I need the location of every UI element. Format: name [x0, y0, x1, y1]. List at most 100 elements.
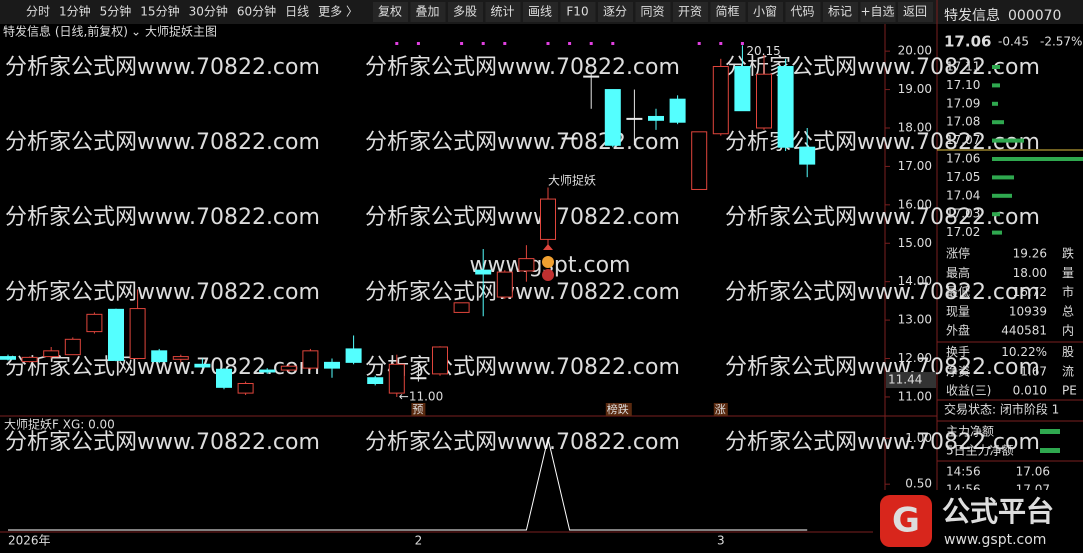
book-depth [992, 83, 1000, 88]
toolbar-tab[interactable]: 1分钟 [59, 4, 91, 19]
stat-value: 10.22% [1001, 345, 1047, 359]
flow-bar [1040, 448, 1060, 453]
toolbar-button[interactable]: +自选 [860, 5, 894, 19]
change: -0.45 [998, 35, 1029, 49]
signal-dot [395, 42, 399, 45]
toolbar-button[interactable]: 简框 [715, 5, 739, 19]
candle-body [388, 363, 405, 394]
signal-dot [460, 42, 464, 45]
watermark: 分析家公式网www.70822.com [365, 130, 680, 155]
book-depth [992, 230, 1002, 235]
watermark: 分析家公式网www.70822.com [725, 55, 1040, 80]
toolbar-button[interactable]: 逐分 [603, 5, 627, 19]
stat-label2: PE [1062, 384, 1077, 398]
toolbar-button[interactable]: F10 [566, 5, 588, 19]
toolbar-tab[interactable]: 5分钟 [100, 4, 132, 19]
marker-bg [605, 403, 632, 416]
toolbar-tab[interactable]: 15分钟 [140, 4, 179, 19]
toolbar-button-bg [748, 2, 783, 22]
signal-dot [568, 42, 572, 45]
toolbar-button-bg [560, 2, 596, 22]
toolbar-button-bg [860, 2, 896, 22]
signal-dot [546, 42, 550, 45]
book-price: 17.03 [946, 207, 980, 221]
book-depth [992, 101, 998, 106]
book-depth [992, 65, 1000, 69]
toolbar-tab[interactable]: 30分钟 [189, 4, 228, 19]
candle-body [799, 146, 816, 165]
toolbar-button[interactable]: 统计 [490, 5, 514, 19]
collapse-icon: ⌄ [131, 25, 141, 39]
toolbar-button[interactable]: 标记 [828, 5, 852, 19]
candle-body [475, 269, 492, 275]
toolbar-button[interactable]: 代码 [790, 5, 814, 19]
toolbar-tab[interactable]: 更多 〉 [318, 5, 358, 19]
toolbar-button[interactable]: 画线 [528, 5, 552, 19]
watermark: 分析家公式网www.70822.com [5, 55, 320, 80]
toolbar-tab[interactable]: 日线 [285, 5, 309, 19]
candle-body [129, 308, 146, 360]
candle-body [172, 356, 189, 360]
watermark: 分析家公式网www.70822.com [5, 205, 320, 230]
toolbar-button-bg [410, 2, 446, 22]
candle-body [518, 258, 535, 272]
x-tick-label: 2026年 [8, 534, 51, 548]
high-annotation: 20.15 [746, 44, 780, 58]
toolbar-button[interactable]: 叠加 [415, 5, 439, 19]
toolbar-button-bg [485, 2, 521, 22]
stat-value: 19.26 [1013, 247, 1047, 261]
candle-body [691, 131, 708, 190]
logo-icon [880, 495, 932, 547]
toolbar-button-bg [823, 2, 858, 22]
candle-body [194, 363, 211, 368]
y-tick-label: 14.00 [898, 274, 932, 288]
toolbar-button[interactable]: 小窗 [753, 5, 777, 19]
toolbar-button[interactable]: 返回 [903, 5, 927, 19]
signal-dot [481, 42, 485, 45]
book-depth [992, 193, 1012, 198]
stat-label: 外盘 [946, 323, 970, 338]
stat-label2: 流 [1062, 364, 1074, 378]
marker: 涨 [715, 403, 726, 416]
candle-body [237, 382, 254, 394]
candle-body [367, 377, 384, 384]
y-tick-label: 13.00 [898, 313, 932, 327]
price-tag: 11.44 [888, 373, 922, 387]
watermark: 分析家公式网www.70822.com [725, 280, 1040, 305]
toolbar-button[interactable]: 同资 [640, 5, 664, 19]
flow-label: 5日主力净额 [946, 444, 1014, 458]
tick-price: 17.06 [1016, 465, 1050, 479]
candle-body [496, 271, 513, 298]
candle-body [259, 369, 276, 373]
low-annotation: ←11.00 [399, 389, 443, 403]
book-depth [992, 157, 1083, 161]
marker-bg [411, 403, 426, 416]
book-price: 17.05 [946, 170, 980, 184]
toolbar-button[interactable]: 多股 [453, 5, 477, 19]
toolbar-tab[interactable]: 60分钟 [237, 4, 276, 19]
signal-badge [542, 269, 554, 281]
toolbar-button[interactable]: 复权 [378, 5, 402, 19]
stat-value: 1.67 [1020, 364, 1047, 378]
stat-value: 0.010 [1013, 384, 1047, 398]
watermark: 分析家公式网www.70822.com [5, 280, 320, 305]
toolbar-tab[interactable]: 分时 [26, 5, 50, 19]
candle-body [777, 66, 794, 148]
stat-label: 最高 [946, 265, 970, 280]
toolbar-button[interactable]: 开资 [678, 5, 702, 19]
book-depth [992, 212, 1000, 217]
candle-body [583, 75, 600, 78]
watermark: 分析家公式网www.70822.com [5, 430, 320, 455]
stat-label2: 总 [1062, 304, 1074, 318]
price-tag-bg [886, 372, 936, 389]
toolbar-button-bg [373, 2, 408, 22]
candle-body [712, 66, 729, 135]
y-tick-label: 12.00 [898, 351, 932, 365]
y-tick-label: 0.50 [905, 477, 932, 491]
candle-body [324, 361, 340, 369]
signal-icon [543, 244, 553, 250]
y-tick-label: 18.00 [898, 120, 932, 134]
stat-label: 换手 [946, 345, 970, 359]
